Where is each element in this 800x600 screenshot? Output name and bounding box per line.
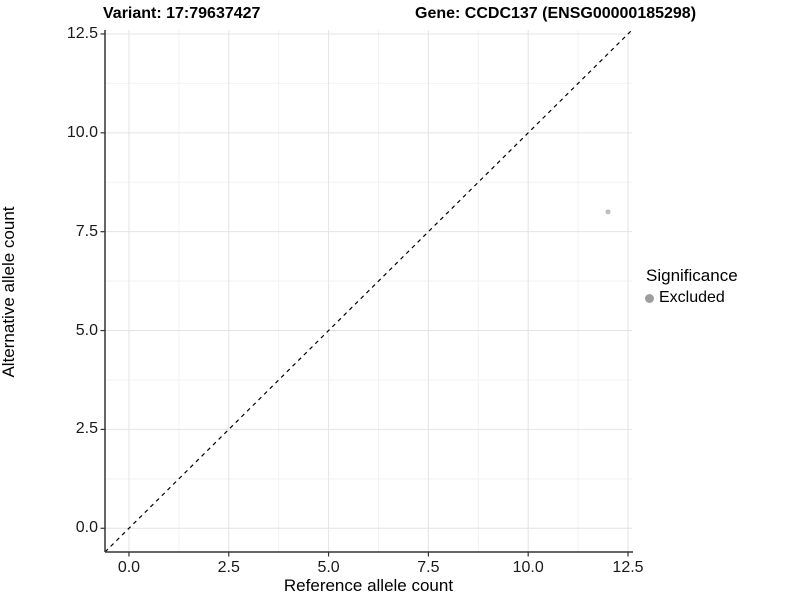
x-tick-label: 5.0	[317, 559, 340, 576]
data-point	[605, 209, 611, 215]
x-tick-label: 12.5	[612, 559, 644, 576]
x-axis-title: Reference allele count	[283, 576, 454, 595]
legend-title: Significance	[646, 266, 738, 285]
x-tick-label: 7.5	[417, 559, 440, 576]
y-axis-title: Alternative allele count	[0, 206, 18, 378]
y-tick-label: 2.5	[75, 420, 98, 438]
gene-title: Gene: CCDC137 (ENSG00000185298)	[415, 5, 697, 22]
legend-item-excluded: Excluded	[644, 289, 738, 307]
y-tick-label: 7.5	[75, 222, 98, 240]
y-tick-label: 0.0	[75, 519, 98, 537]
x-tick-label: 0.0	[117, 559, 141, 576]
legend-item-label: Excluded	[659, 289, 725, 306]
x-tick-label: 10.0	[512, 559, 544, 576]
variant-title: Variant: 17:79637427	[103, 5, 261, 22]
x-tick-label: 2.5	[217, 559, 240, 576]
y-tick-label: 10.0	[66, 123, 98, 141]
y-tick-label: 12.5	[66, 24, 98, 42]
y-tick-label: 5.0	[75, 321, 98, 339]
legend: Significance Excluded	[644, 266, 738, 307]
identity-reference-line	[104, 29, 633, 553]
legend-key-dot-icon	[645, 293, 654, 303]
